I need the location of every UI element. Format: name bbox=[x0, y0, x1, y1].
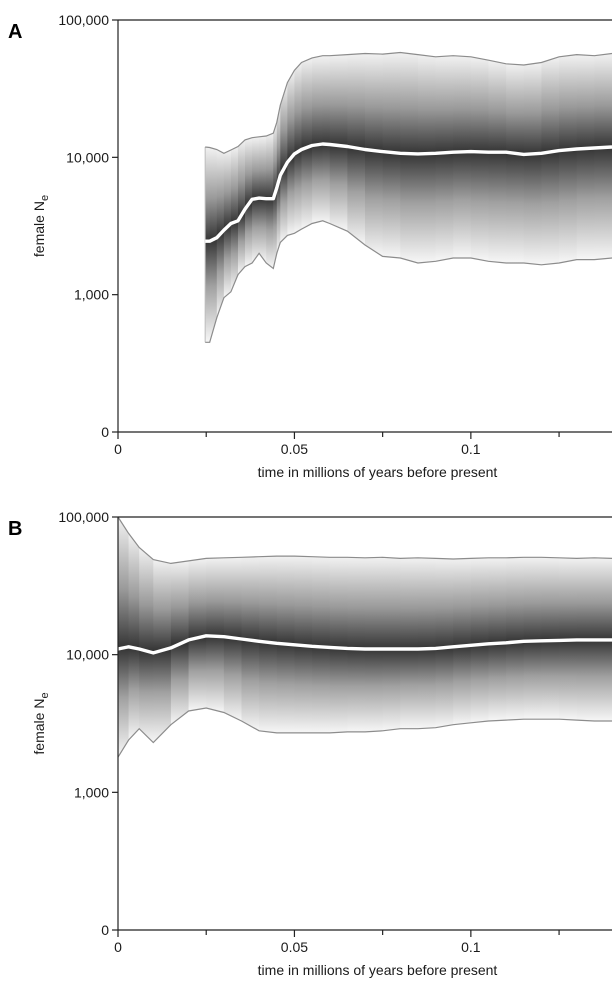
density-strip bbox=[347, 557, 366, 732]
lower-bound-line bbox=[118, 707, 612, 758]
panel-letter: B bbox=[8, 518, 22, 540]
y-tick-label: 0 bbox=[101, 424, 109, 440]
density-strip bbox=[139, 547, 154, 743]
density-strip bbox=[470, 56, 490, 262]
density-strip bbox=[322, 55, 331, 224]
x-tick-label: 0 bbox=[114, 441, 122, 457]
density-strip bbox=[365, 557, 384, 732]
x-tick-label: 0.05 bbox=[281, 939, 308, 955]
density-strip bbox=[237, 139, 246, 275]
density-strip bbox=[506, 557, 525, 721]
y-tick-label: 1,000 bbox=[74, 784, 109, 800]
density-strip bbox=[435, 55, 454, 262]
density-strip bbox=[541, 557, 560, 720]
y-tick-label: 10,000 bbox=[66, 647, 109, 663]
density-strip bbox=[280, 82, 288, 243]
density-strip bbox=[329, 557, 348, 733]
density-strip bbox=[470, 557, 490, 723]
density-strip bbox=[266, 133, 274, 269]
y-axis-title-main: female N bbox=[31, 699, 47, 755]
density-strip bbox=[435, 558, 454, 728]
density-strip bbox=[365, 53, 384, 257]
lower-bound-line bbox=[205, 220, 612, 343]
median-line bbox=[205, 142, 612, 243]
density-strip bbox=[329, 54, 348, 232]
y-tick-label: 100,000 bbox=[58, 12, 109, 28]
y-tick-label: 0 bbox=[101, 922, 109, 938]
y-axis-title-subscript: e bbox=[39, 195, 51, 201]
density-strip bbox=[259, 556, 278, 733]
plot-area bbox=[204, 51, 612, 343]
median-line bbox=[118, 634, 612, 655]
y-tick-label: 100,000 bbox=[58, 509, 109, 525]
density-strip bbox=[594, 53, 612, 260]
density-strip bbox=[488, 60, 507, 264]
x-axis-title: time in millions of years before present bbox=[258, 962, 498, 978]
density-strip bbox=[417, 54, 437, 264]
density-strip bbox=[128, 533, 140, 740]
density-strip bbox=[312, 55, 324, 224]
x-tick-label: 0 bbox=[114, 939, 122, 955]
x-axis-title: time in millions of years before present bbox=[258, 464, 498, 480]
density-strip bbox=[400, 557, 419, 729]
y-tick-label: 10,000 bbox=[66, 149, 109, 165]
x-tick-label: 0.1 bbox=[461, 441, 481, 457]
upper-bound-line bbox=[205, 51, 612, 154]
density-strip bbox=[301, 57, 313, 230]
density-strip bbox=[559, 54, 578, 264]
x-tick-label: 0.1 bbox=[461, 939, 481, 955]
density-strip bbox=[382, 557, 401, 731]
density-strip bbox=[541, 56, 560, 265]
y-axis-title-main: female N bbox=[31, 201, 47, 257]
density-strip bbox=[209, 147, 218, 343]
density-strip bbox=[523, 62, 543, 265]
density-strip bbox=[118, 517, 130, 758]
density-strip bbox=[223, 150, 232, 298]
density-strip bbox=[230, 146, 239, 292]
density-strip bbox=[453, 558, 472, 725]
density-strip bbox=[400, 52, 419, 264]
upper-bound-line bbox=[118, 516, 612, 565]
panel-letter: A bbox=[8, 21, 22, 43]
density-strip bbox=[576, 54, 595, 260]
y-axis-title: female Ne bbox=[31, 195, 51, 257]
density-strip bbox=[241, 556, 260, 731]
density-strip bbox=[506, 63, 525, 264]
density-strip bbox=[417, 557, 437, 729]
density-strip bbox=[382, 52, 401, 258]
density-strip bbox=[523, 557, 543, 720]
density-strip bbox=[188, 558, 207, 711]
plot-area bbox=[118, 516, 612, 758]
x-tick-label: 0.05 bbox=[281, 441, 308, 457]
density-strip bbox=[312, 556, 331, 733]
y-axis-title: female Ne bbox=[31, 692, 51, 754]
y-axis-title-subscript: e bbox=[39, 692, 51, 698]
density-strip bbox=[294, 62, 303, 234]
y-tick-label: 1,000 bbox=[74, 287, 109, 303]
density-strip bbox=[287, 70, 296, 236]
density-strip bbox=[205, 146, 211, 343]
density-strip bbox=[453, 55, 472, 258]
density-strip bbox=[488, 557, 507, 721]
